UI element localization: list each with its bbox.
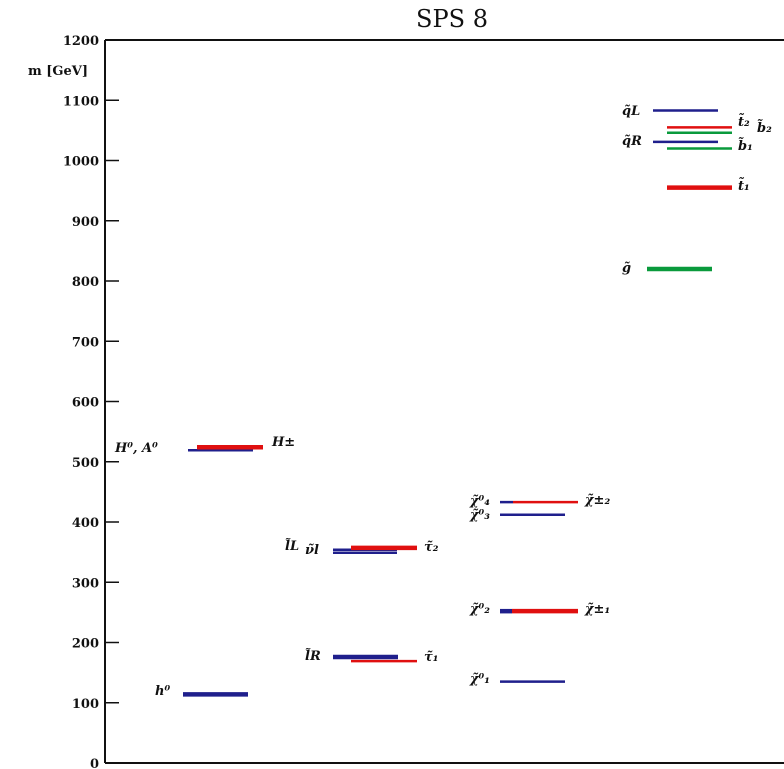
label-chi2pm: χ̃±₂	[584, 493, 610, 508]
y-tick-label: 1200	[63, 34, 99, 49]
label-stop2: t̃₂	[738, 113, 750, 130]
y-axis-ticks: 0 100 200 300 400 500 600 700 800 900 1000 1100 1200	[63, 34, 119, 769]
y-tick-label: 0	[90, 757, 99, 769]
y-tick-label: 800	[72, 275, 99, 290]
y-axis-label: m [GeV]	[28, 64, 88, 79]
label-tau2: τ̃₂	[424, 540, 439, 555]
mass-levels	[183, 109, 732, 697]
label-qR: q̃R	[622, 134, 642, 149]
label-chi1pm: χ̃±₁	[584, 602, 610, 617]
label-gluino: g̃	[622, 261, 631, 276]
y-tick-label: 400	[72, 516, 99, 531]
label-sbot1: b̃₁	[738, 137, 753, 154]
y-tick-label: 600	[72, 396, 99, 411]
label-chi40: χ̃⁰₄	[469, 494, 490, 509]
chart-title: SPS 8	[416, 5, 488, 33]
label-chi20: χ̃⁰₂	[469, 602, 490, 617]
label-stop1: t̃₁	[738, 177, 750, 194]
label-chi10: χ̃⁰₁	[469, 672, 490, 687]
y-tick-label: 1000	[63, 155, 99, 170]
label-h0: h⁰	[155, 684, 170, 699]
label-Hpm: H±	[271, 435, 295, 450]
label-sbot2: b̃₂	[757, 119, 772, 136]
label-H0-A0: H⁰, A⁰	[114, 441, 158, 456]
label-lL: l̃L	[285, 538, 299, 554]
y-tick-label: 500	[72, 456, 99, 471]
label-tau1: τ̃₁	[424, 650, 438, 665]
label-lR: l̃R	[305, 648, 321, 664]
particle-labels: h⁰ H⁰, A⁰ H± l̃L ν̃l τ̃₂ l̃R τ̃₁ χ̃⁰₁ χ̃…	[114, 104, 772, 699]
y-tick-label: 900	[72, 215, 99, 230]
label-nul: ν̃l	[305, 543, 319, 558]
y-tick-label: 100	[72, 697, 99, 712]
y-tick-label: 300	[72, 576, 99, 591]
label-chi30: χ̃⁰₃	[469, 508, 490, 523]
label-qL: q̃L	[622, 104, 640, 119]
y-tick-label: 1100	[63, 94, 99, 109]
y-tick-label: 200	[72, 637, 99, 652]
y-tick-label: 700	[72, 335, 99, 350]
